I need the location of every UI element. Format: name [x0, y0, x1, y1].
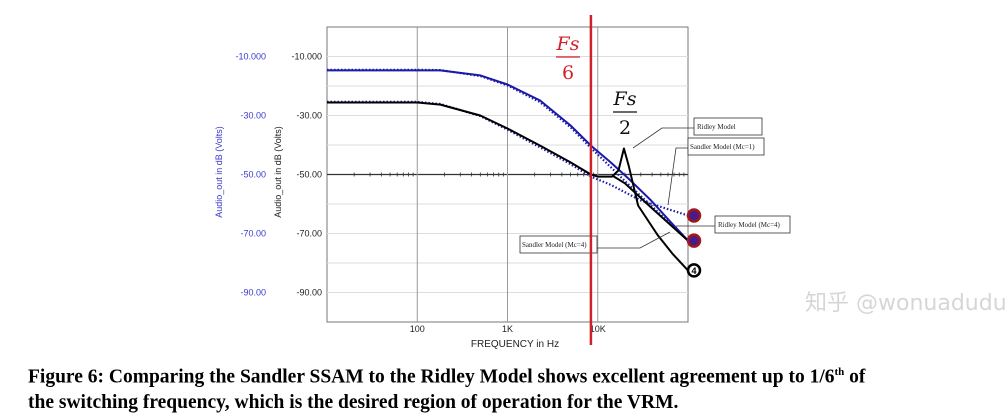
grid	[327, 27, 688, 322]
svg-text:6: 6	[562, 62, 574, 84]
svg-text:Fs: Fs	[556, 33, 580, 55]
y-tick-label-outer: -30.00	[240, 111, 266, 121]
fs-over-6-label: Fs 6	[556, 33, 580, 84]
annotation-sandler-mc4: Sandler Model (Mc=4)	[519, 235, 598, 254]
y-tick-label-inner: -10.000	[291, 52, 322, 62]
y-axis-label-outer: Audio_out in dB (Volts)	[214, 126, 224, 218]
x-axis-label: FREQUENCY in Hz	[471, 339, 559, 350]
y-tick-label-inner: -30.00	[296, 111, 322, 121]
series-group	[327, 68, 689, 272]
series-line	[327, 101, 689, 272]
end-marker	[686, 233, 702, 248]
svg-text:Ridley Model: Ridley Model	[697, 123, 736, 131]
y-axis-label-inner: Audio_out in dB (Volts)	[273, 126, 283, 218]
annotation-sandler-mc1: Sandler Model (Mc=1)	[687, 137, 765, 156]
tick-labels: 100 1K 10K -10.000 -30.00 -50.00 -70.00 -90.00 -…	[235, 52, 605, 335]
caption-line-1: Figure 6: Comparing the Sandler SSAM to …	[28, 360, 1003, 390]
svg-text:Sandler Model (Mc=4): Sandler Model (Mc=4)	[522, 241, 587, 249]
series-line	[611, 174, 689, 242]
bode-plot: 100 1K 10K -10.000 -30.00 -50.00 -70.00 -90.00 -…	[214, 15, 791, 350]
series-line	[327, 68, 689, 242]
caption-text: Figure 6: Comparing the Sandler SSAM to …	[28, 366, 835, 388]
leader-sandler4	[597, 231, 671, 249]
svg-text:Sandler Model (Mc=1): Sandler Model (Mc=1)	[690, 143, 755, 151]
watermark: 知乎 @wonuadudu	[805, 291, 1006, 316]
x-tick-label: 10K	[590, 324, 606, 334]
figure-caption: Figure 6: Comparing the Sandler SSAM to …	[28, 360, 1003, 415]
svg-text:Fs: Fs	[613, 88, 637, 110]
x-tick-label: 100	[410, 324, 425, 334]
annotation-leaders	[597, 127, 715, 249]
y-tick-label-inner: -90.00	[296, 288, 322, 298]
leader-ridley	[632, 127, 694, 149]
y-tick-label-outer: -50.00	[240, 170, 266, 180]
svg-text:2: 2	[619, 117, 631, 139]
end-marker-label: 4	[691, 266, 696, 276]
y-tick-label-inner: -70.00	[296, 229, 322, 239]
svg-text:Ridley Model (Mc=4): Ridley Model (Mc=4)	[718, 221, 781, 229]
caption-line-2: the switching frequency, which is the de…	[28, 391, 679, 413]
end-marker	[686, 208, 702, 223]
annotation-ridley: Ridley Model	[693, 117, 763, 136]
caption-superscript: th	[834, 366, 845, 378]
x-tick-label: 1K	[502, 324, 513, 334]
leader-sandler1	[667, 147, 688, 206]
end-markers: 4	[686, 208, 702, 278]
y-tick-label-outer: -10.000	[235, 52, 266, 62]
end-marker	[686, 263, 702, 278]
y-tick-label-outer: -70.00	[240, 229, 266, 239]
annotation-ridley-mc4: Ridley Model (Mc=4)	[714, 215, 791, 234]
y-tick-label-inner: -50.00	[296, 170, 322, 180]
fs-over-2-label: Fs 2	[613, 88, 637, 139]
y-tick-label-outer: -90.00	[240, 288, 266, 298]
caption-text-end: of	[844, 366, 866, 388]
